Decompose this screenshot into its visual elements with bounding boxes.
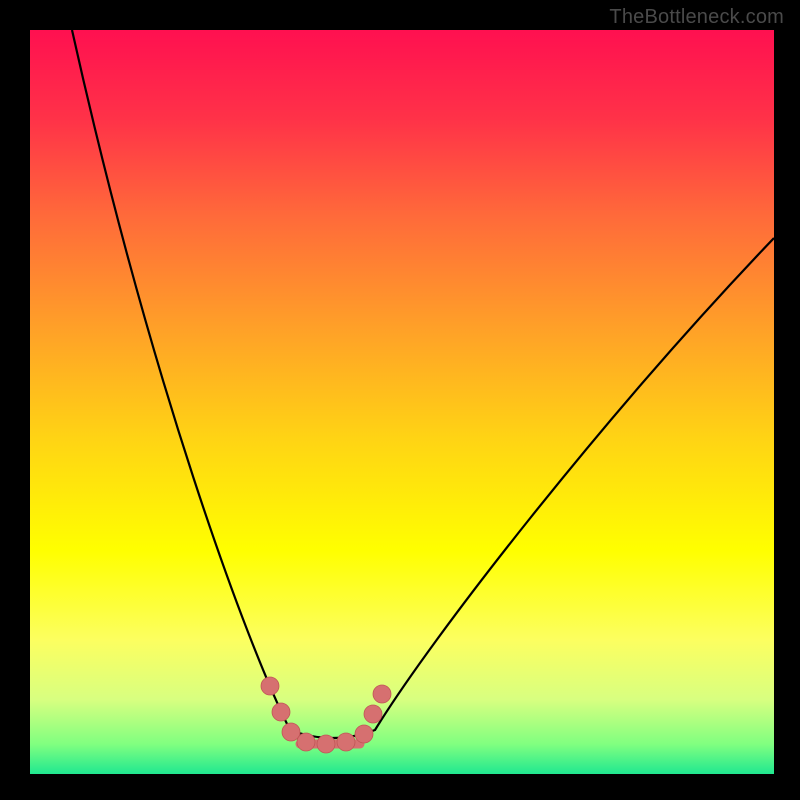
watermark-text: TheBottleneck.com — [609, 6, 784, 29]
data-marker — [282, 723, 300, 741]
data-marker — [373, 685, 391, 703]
data-marker — [261, 677, 279, 695]
plot-background — [30, 30, 774, 774]
data-marker — [364, 705, 382, 723]
data-marker — [317, 735, 335, 753]
data-marker — [297, 733, 315, 751]
bottleneck-chart — [0, 0, 800, 800]
data-marker — [337, 733, 355, 751]
chart-container: TheBottleneck.com — [0, 0, 800, 800]
data-marker — [272, 703, 290, 721]
data-marker — [355, 725, 373, 743]
